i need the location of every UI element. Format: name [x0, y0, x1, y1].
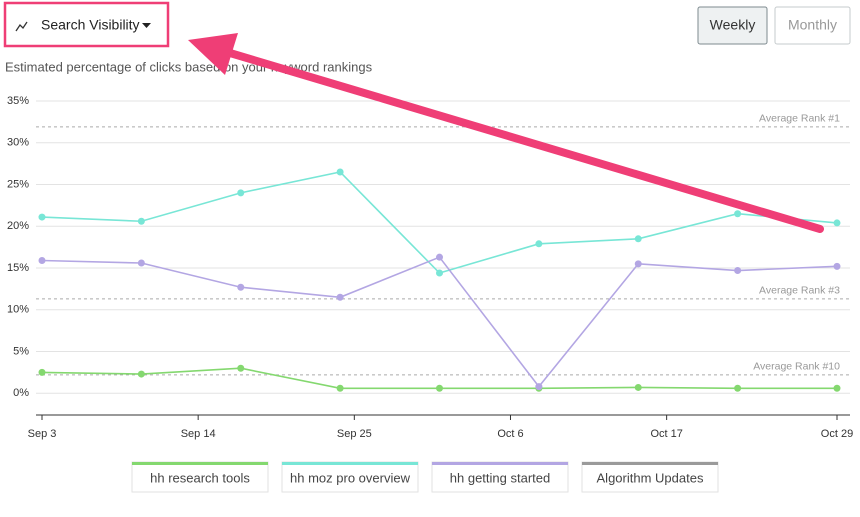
point [833, 219, 841, 227]
point [734, 267, 742, 275]
legend-box[interactable] [431, 461, 569, 493]
arrow-shaft [226, 49, 824, 233]
point [634, 383, 642, 391]
y-tick-label: 0% [13, 387, 29, 399]
legend-swatch[interactable] [432, 462, 568, 465]
reference-label: Average Rank #3 [759, 285, 840, 297]
point [436, 269, 443, 277]
y-tick-label: 10% [7, 304, 29, 316]
x-tick-label: Oct 6 [497, 428, 523, 440]
point [336, 293, 344, 301]
x-tick-label: Oct 29 [821, 428, 853, 440]
legend-label[interactable]: hh research tools [150, 470, 250, 485]
arrow-head [188, 33, 238, 75]
point [237, 189, 245, 197]
legend-swatch[interactable] [282, 462, 418, 465]
monthly-button[interactable] [774, 6, 851, 45]
point [336, 384, 344, 392]
weekly-button[interactable] [697, 6, 768, 45]
y-tick-label: 20% [7, 220, 29, 232]
legend-label[interactable]: hh getting started [450, 470, 550, 485]
x-tick-label: Sep 14 [181, 428, 216, 440]
point [237, 283, 245, 291]
point [634, 235, 642, 243]
legend-swatch[interactable] [582, 462, 718, 465]
y-tick-label: 30% [7, 137, 29, 149]
arrow [188, 33, 824, 233]
legend-label[interactable]: hh moz pro overview [290, 470, 411, 485]
point [237, 364, 245, 372]
x-tick-label: Sep 3 [28, 428, 57, 440]
point [38, 257, 46, 265]
reference-label: Average Rank #10 [753, 361, 840, 373]
point [436, 384, 443, 392]
point [38, 368, 46, 376]
point [535, 240, 543, 248]
x-tick-label: Sep 25 [337, 428, 372, 440]
dropdown-box[interactable] [3, 1, 170, 48]
point [833, 384, 841, 392]
legend-item[interactable]: hh moz pro overview [281, 461, 419, 493]
chart: 0% 5% 10% 15% 20% 25% 30% 35% Sep 3 Sep 14 Sep 25 O… [7, 95, 853, 493]
point [833, 262, 841, 270]
legend-item[interactable]: hh research tools [131, 461, 269, 493]
reference-label: Average Rank #1 [759, 113, 840, 125]
point [734, 210, 742, 218]
button-label[interactable]: Weekly [710, 17, 756, 33]
series-line [41, 256, 838, 388]
button-label[interactable]: Monthly [788, 17, 837, 33]
point [436, 253, 443, 261]
legend-box[interactable] [281, 461, 419, 493]
caret [142, 23, 151, 28]
dropdown[interactable]: Search Visibility [3, 1, 170, 48]
x-tick-label: Oct 17 [650, 428, 682, 440]
legend-item[interactable]: Algorithm Updates [581, 461, 719, 493]
chart-icon [15, 21, 28, 32]
point [137, 370, 145, 378]
point [38, 213, 46, 221]
y-tick-label: 15% [7, 262, 29, 274]
y-tick-label: 25% [7, 178, 29, 190]
dropdown-label[interactable]: Search Visibility [41, 17, 140, 33]
legend-item[interactable]: hh getting started [431, 461, 569, 493]
legend-box[interactable] [581, 461, 719, 493]
point [634, 260, 642, 268]
point [734, 384, 742, 392]
legend-swatch[interactable] [132, 462, 268, 465]
point [336, 168, 344, 176]
y-tick-label: 35% [7, 95, 29, 107]
point [137, 217, 145, 225]
legend-box[interactable] [131, 461, 269, 493]
point [137, 259, 145, 267]
point [535, 383, 543, 391]
y-tick-label: 5% [13, 345, 29, 357]
subtitle: Estimated percentage of clicks based on … [5, 59, 373, 74]
legend-label[interactable]: Algorithm Updates [597, 470, 704, 485]
